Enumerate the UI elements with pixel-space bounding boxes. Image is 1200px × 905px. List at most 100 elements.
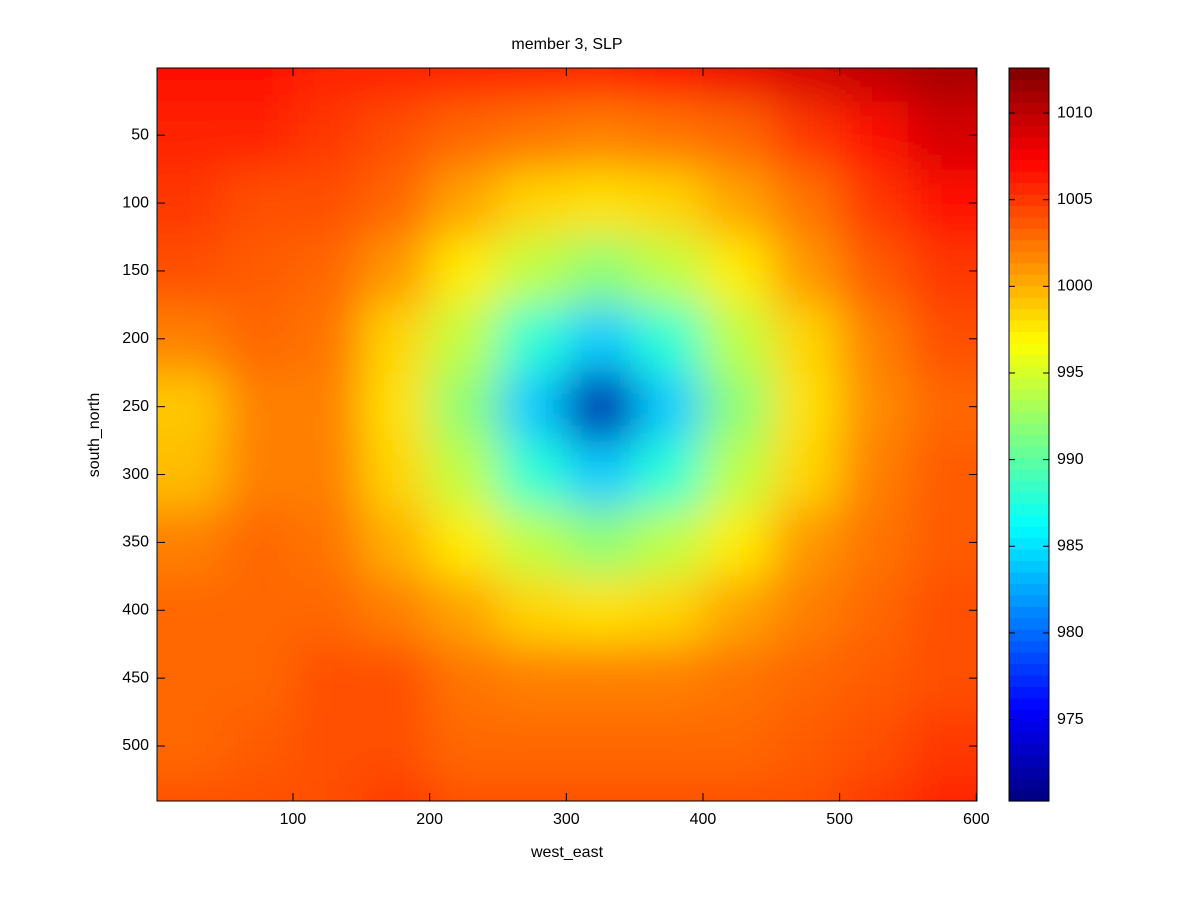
heat-cell xyxy=(634,508,704,577)
heat-cell xyxy=(839,304,909,374)
heat-cell xyxy=(634,712,704,781)
heat-cell xyxy=(771,101,841,170)
heat-cell xyxy=(157,440,226,509)
heat-cell xyxy=(839,779,909,801)
heat-cell xyxy=(702,101,772,170)
heat-cell xyxy=(224,68,294,102)
colorbar-step xyxy=(1009,732,1049,745)
x-tick-label: 500 xyxy=(826,811,853,828)
colorbar-step xyxy=(1009,411,1049,424)
heat-cell xyxy=(224,169,294,238)
y-tick-label: 150 xyxy=(122,262,149,279)
heat-cell xyxy=(634,440,704,509)
heat-cell xyxy=(157,101,226,170)
colorbar-frame xyxy=(1008,67,1050,802)
heat-cell xyxy=(497,644,567,713)
colorbar-step xyxy=(1009,663,1049,676)
colorbar-step xyxy=(1009,594,1049,607)
heat-cell xyxy=(702,68,772,102)
colorbar-tick-label: 990 xyxy=(1057,451,1084,468)
heat-cell xyxy=(634,236,704,306)
colorbar-step xyxy=(1009,136,1049,149)
heat-cell xyxy=(702,644,772,713)
heat-cell xyxy=(771,236,841,306)
colorbar-step xyxy=(1009,560,1049,573)
heat-cell xyxy=(634,372,704,442)
heat-cell xyxy=(839,236,909,306)
heat-cell xyxy=(157,644,226,713)
heat-cell xyxy=(429,68,499,102)
colorbar-step xyxy=(1009,159,1049,172)
heat-cell xyxy=(497,169,567,238)
colorbar-step xyxy=(1009,205,1049,218)
colorbar-step xyxy=(1009,629,1049,642)
colorbar-step xyxy=(1009,79,1049,92)
heat-cell xyxy=(702,236,772,306)
colorbar-step xyxy=(1009,308,1049,321)
heat-cell xyxy=(907,779,977,801)
heat-cell xyxy=(566,236,636,306)
colorbar-tick-label: 1005 xyxy=(1057,191,1093,208)
heat-cell xyxy=(429,644,499,713)
heat-cell xyxy=(361,304,431,374)
heat-cell xyxy=(634,169,704,238)
colorbar-step xyxy=(1009,285,1049,298)
colorbar-step xyxy=(1009,319,1049,333)
heat-cell xyxy=(702,372,772,442)
heat-cell xyxy=(292,68,362,102)
heat-cell xyxy=(771,779,841,801)
heat-cell xyxy=(907,644,977,713)
heat-cell xyxy=(224,101,294,170)
heat-cell xyxy=(157,712,226,781)
heat-cell xyxy=(157,236,226,306)
colorbar-step xyxy=(1009,468,1049,481)
heat-cell xyxy=(224,712,294,781)
heat-cell xyxy=(907,169,977,238)
heat-cell xyxy=(429,440,499,509)
colorbar-step xyxy=(1009,755,1049,768)
heat-cell xyxy=(361,508,431,577)
heat-cell xyxy=(907,101,977,170)
heat-cell xyxy=(497,372,567,442)
heat-cell xyxy=(839,576,909,645)
heat-cell xyxy=(907,440,977,509)
heat-cell xyxy=(361,644,431,713)
heat-cell xyxy=(907,304,977,374)
colorbar-step xyxy=(1009,228,1049,241)
heat-cell xyxy=(702,712,772,781)
heat-cell xyxy=(157,304,226,374)
colorbar-step xyxy=(1009,778,1049,791)
colorbar-tick-label: 975 xyxy=(1057,711,1084,728)
heat-cell xyxy=(771,68,841,102)
heat-cell xyxy=(497,440,567,509)
x-tick-label: 100 xyxy=(280,811,307,828)
colorbar-step xyxy=(1009,480,1049,493)
heat-cell xyxy=(292,779,362,801)
colorbar-step xyxy=(1009,434,1049,447)
chart-title: member 3, SLP xyxy=(511,36,622,53)
heat-cell xyxy=(292,440,362,509)
plot-frame xyxy=(156,67,978,802)
heat-cell xyxy=(429,236,499,306)
colorbar-step xyxy=(1009,388,1049,401)
colorbar-step xyxy=(1009,423,1049,436)
colorbar-step xyxy=(1009,686,1049,699)
heat-cell xyxy=(907,576,977,645)
heat-cell xyxy=(224,372,294,442)
colorbar-step xyxy=(1009,354,1049,367)
heat-cell xyxy=(702,440,772,509)
colorbar-step xyxy=(1009,297,1049,310)
heat-cell xyxy=(566,576,636,645)
y-tick-label: 250 xyxy=(122,398,149,415)
heat-cell xyxy=(634,304,704,374)
heat-cell xyxy=(497,236,567,306)
colorbar-step xyxy=(1009,571,1049,584)
heat-cell xyxy=(361,236,431,306)
heat-cell xyxy=(224,236,294,306)
heat-cell xyxy=(907,372,977,442)
colorbar-step xyxy=(1009,766,1049,779)
heat-cell xyxy=(361,169,431,238)
colorbar-step xyxy=(1009,445,1049,459)
x-tick-label: 600 xyxy=(963,811,990,828)
